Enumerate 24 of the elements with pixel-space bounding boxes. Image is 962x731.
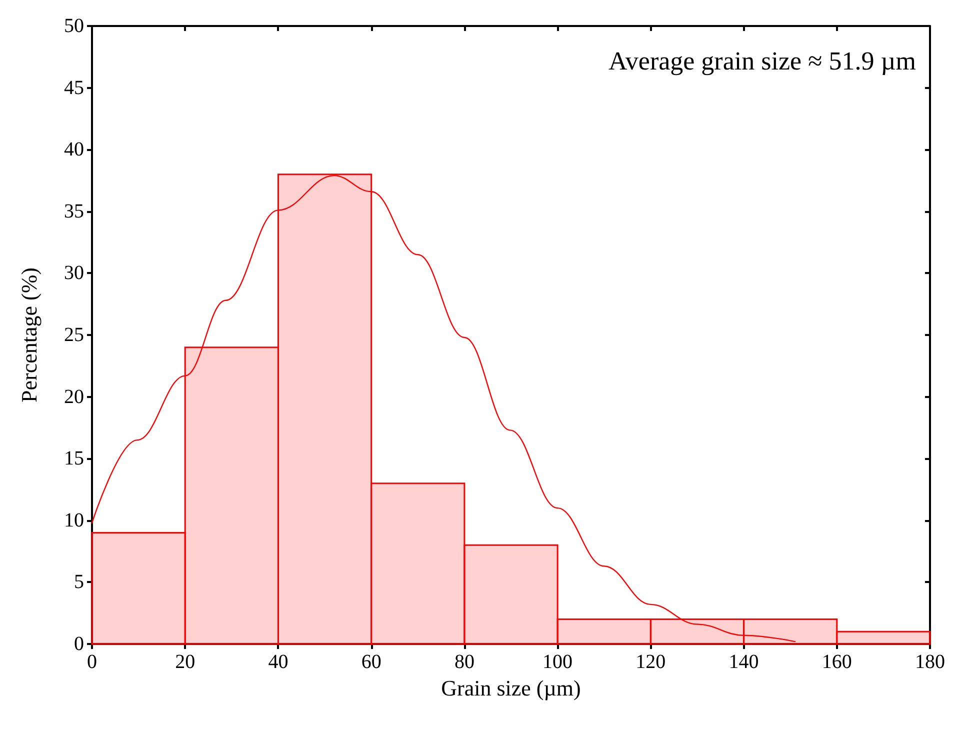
annotation: Average grain size ≈ 51.9 µm xyxy=(608,46,916,76)
y-tick-label: 5 xyxy=(74,571,84,594)
y-tick-label: 35 xyxy=(64,200,84,222)
line-series xyxy=(91,174,796,642)
y-tick-label: 15 xyxy=(64,448,84,470)
y-axis-title: Percentage (%) xyxy=(16,268,42,402)
x-tick-label: 40 xyxy=(268,651,288,673)
y-tick-label: 0 xyxy=(74,633,84,655)
x-tick-label: 180 xyxy=(915,651,945,673)
x-tick-label: 80 xyxy=(454,651,474,673)
x-tick-label: 140 xyxy=(728,651,759,673)
x-tick-label: 20 xyxy=(175,651,196,673)
y-tick-label: 30 xyxy=(64,262,84,284)
y-tick-label: 25 xyxy=(64,324,84,346)
y-tick-label: 50 xyxy=(64,15,84,37)
y-tick-label: 10 xyxy=(64,509,84,532)
y-tick-label: 20 xyxy=(64,386,84,408)
x-tick-label: 120 xyxy=(636,651,666,673)
y-tick-label: 40 xyxy=(64,138,84,161)
x-tick-label: 160 xyxy=(822,651,852,673)
x-axis-title: Grain size (µm) xyxy=(441,675,581,700)
y-tick-label: 45 xyxy=(64,76,84,99)
x-tick-label: 100 xyxy=(542,651,573,673)
x-tick-label: 60 xyxy=(361,651,382,673)
